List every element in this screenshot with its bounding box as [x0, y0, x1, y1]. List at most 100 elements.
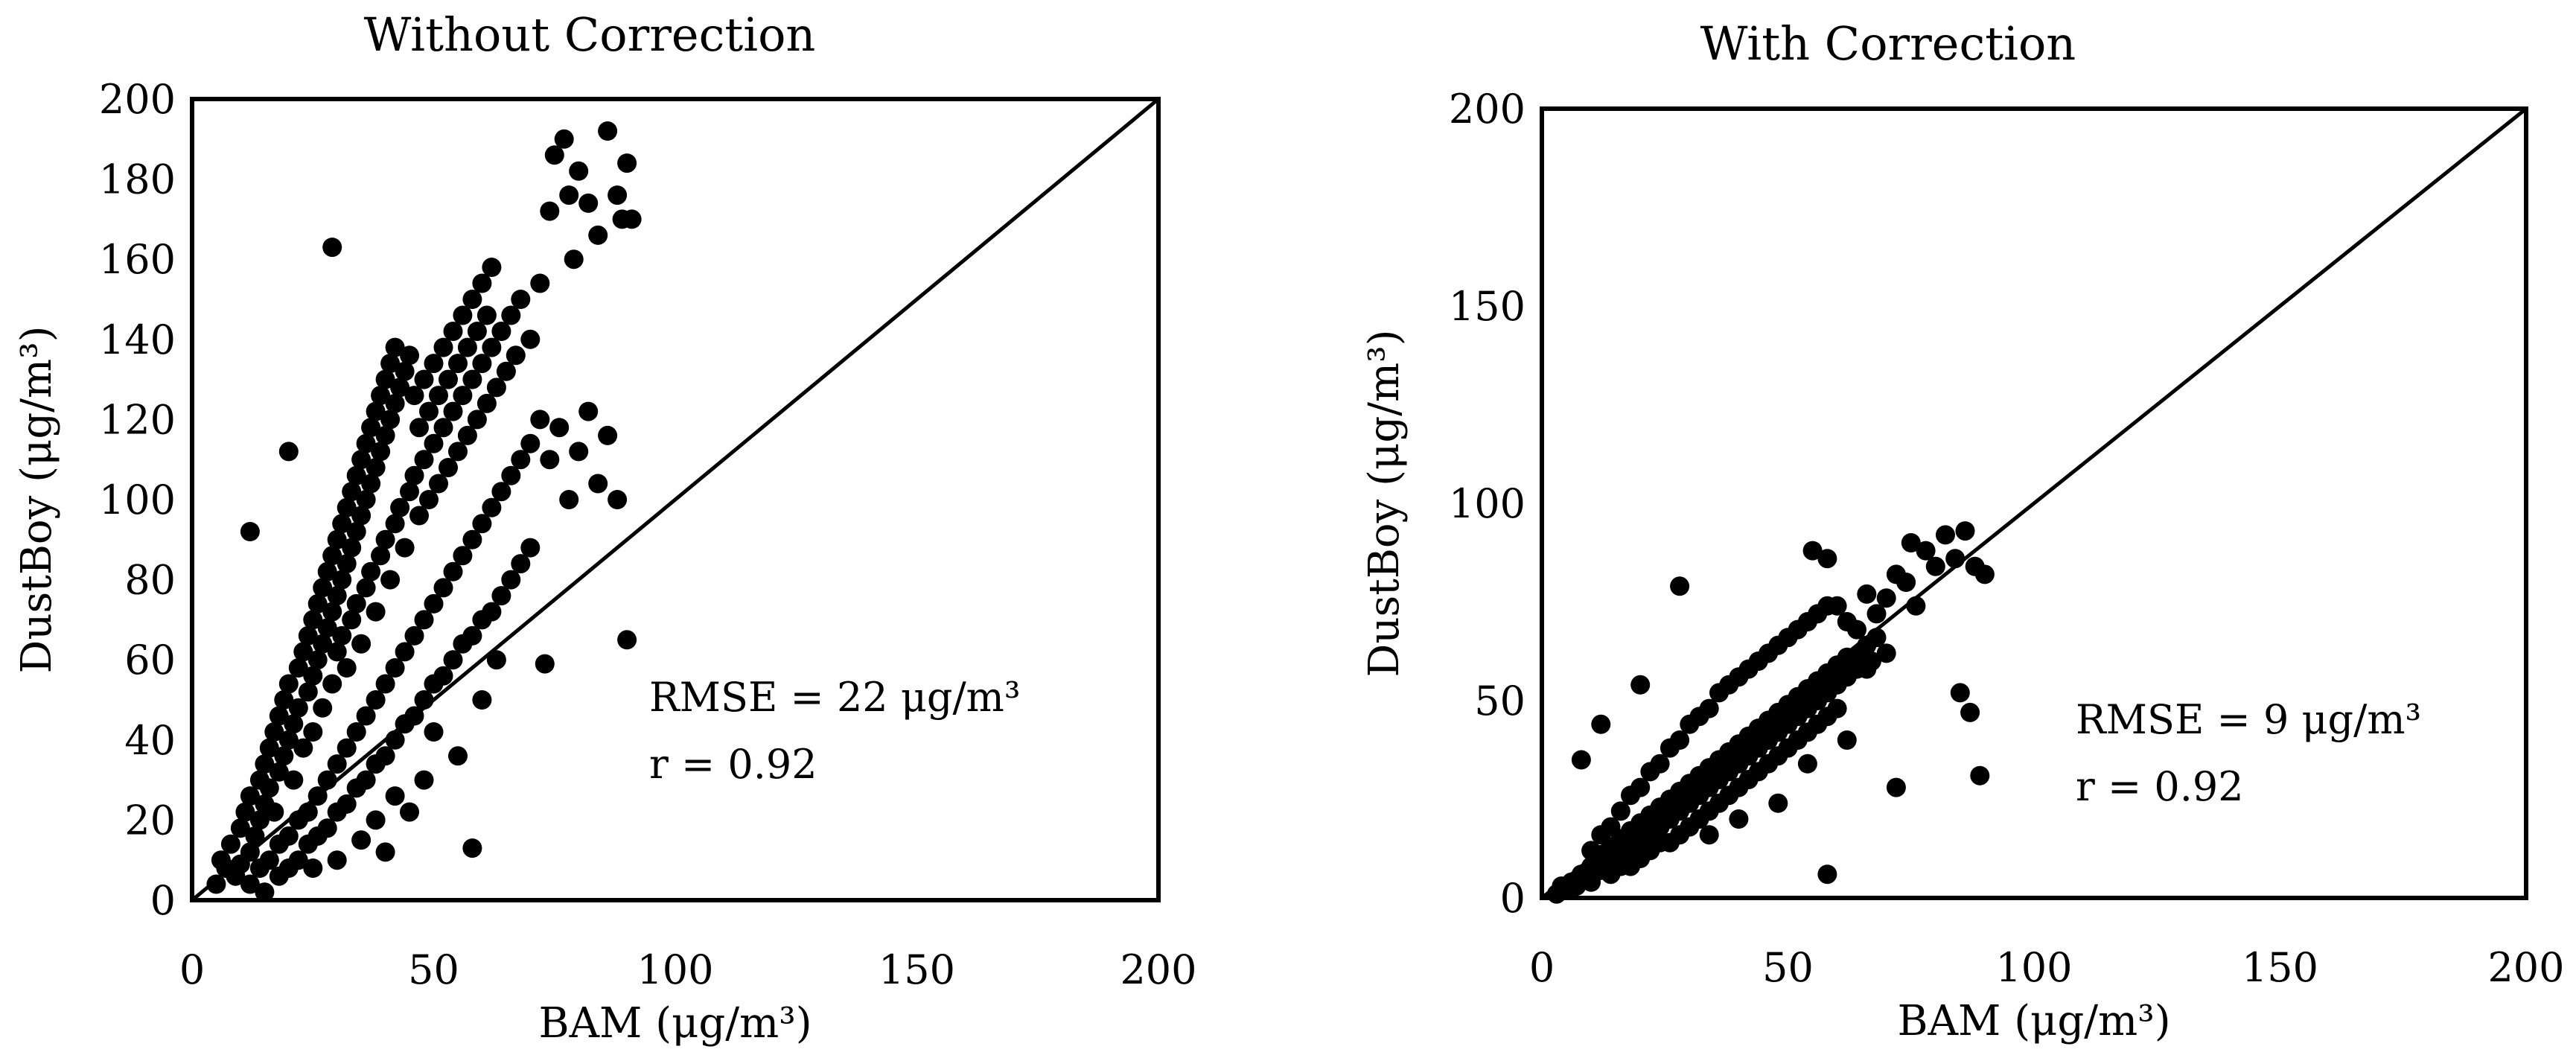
chart-left-data-point	[264, 802, 284, 822]
chart-left-data-point	[414, 369, 434, 389]
chart-left-data-point	[240, 786, 260, 806]
chart-left-data-point	[385, 393, 405, 413]
chart-left-data-point	[278, 730, 299, 750]
chart-left-data-point	[400, 482, 419, 502]
chart-left-data-point	[424, 433, 444, 453]
chart-left-data-point	[520, 433, 541, 453]
chart-right-data-point	[1925, 556, 1945, 576]
chart-left-data-point	[457, 425, 477, 445]
chart-left-data-point	[249, 810, 270, 830]
chart-left-plot-frame	[190, 97, 1161, 902]
chart-left-data-point	[588, 225, 608, 245]
chart-left-data-point	[337, 497, 357, 517]
chart-left-data-point	[298, 625, 318, 646]
chart-right-one-to-one-line	[1540, 107, 2528, 899]
chart-left-data-point	[317, 618, 337, 638]
chart-left-data-point	[327, 642, 347, 662]
chart-left-data-point	[491, 322, 511, 341]
chart-left-data-point	[578, 401, 599, 421]
chart-left-data-point	[346, 722, 366, 742]
chart-left-data-point	[235, 802, 255, 822]
chart-left-data-point	[366, 810, 386, 830]
chart-left-data-point	[443, 561, 463, 582]
chart-left-data-point	[462, 290, 482, 309]
chart-left-data-point	[288, 850, 308, 870]
chart-left-data-point	[549, 418, 570, 438]
chart-left-data-point	[617, 153, 637, 173]
chart-left-data-point	[327, 529, 347, 549]
chart-left-data-point	[366, 401, 386, 421]
chart-left-x-tick-label: 0	[179, 946, 205, 993]
chart-left-data-point	[337, 738, 357, 758]
chart-left-data-point	[371, 546, 391, 566]
chart-left-data-point	[240, 874, 260, 894]
chart-left-data-point	[433, 666, 453, 686]
chart-right-data-point	[1857, 659, 1877, 679]
chart-left-data-point	[482, 258, 502, 277]
chart-left-data-point	[511, 450, 531, 470]
chart-left-data-point	[520, 329, 541, 349]
chart-left-data-point	[448, 442, 468, 462]
chart-right-data-point	[1974, 564, 1995, 584]
chart-left-data-point	[317, 818, 337, 838]
chart-left-data-point	[346, 522, 366, 541]
chart-left-data-point	[569, 161, 589, 181]
chart-left-data-point	[303, 722, 323, 742]
chart-right-data-point	[1670, 730, 1690, 750]
chart-left-data-point	[288, 698, 308, 718]
chart-left-data-point	[385, 658, 405, 678]
chart-right-r-annotation: r = 0.92	[2076, 763, 2244, 810]
chart-left-y-tick-label: 80	[124, 557, 176, 604]
chart-left-data-point	[453, 546, 473, 566]
chart-left-data-point	[395, 642, 415, 662]
chart-right-y-tick-label: 100	[1449, 480, 1525, 527]
chart-left-data-point	[293, 738, 313, 758]
chart-left-data-point	[274, 746, 294, 766]
chart-left-y-tick-label: 200	[99, 76, 176, 123]
chart-left-data-point	[448, 746, 468, 766]
chart-left-data-point	[274, 690, 294, 710]
chart-left-data-point	[351, 830, 372, 850]
chart-right-rmse-annotation: RMSE = 9 μg/m³	[2076, 696, 2421, 743]
chart-right-data-point	[1901, 533, 1921, 552]
chart-left-data-point	[472, 514, 492, 534]
chart-left-data-point	[511, 290, 531, 309]
chart-left-data-point	[255, 754, 275, 774]
chart-left-data-point	[395, 361, 415, 381]
chart-left-data-point	[544, 145, 564, 165]
chart-left-data-point	[356, 578, 376, 598]
chart-left-data-point	[439, 458, 458, 477]
chart-left-data-point	[307, 593, 328, 614]
chart-left-data-point	[501, 570, 521, 590]
chart-left-data-point	[366, 602, 386, 622]
chart-right-data-point	[1876, 643, 1896, 663]
chart-left-y-tick-labels: 0 20 40 60 80 100 120 140 160 180 200	[99, 76, 176, 924]
chart-right-data-point	[1936, 525, 1955, 545]
chart-left-data-point	[313, 578, 333, 598]
chart-right-y-tick-label: 200	[1449, 86, 1525, 133]
chart-left-data-point	[385, 337, 405, 357]
chart-left-y-tick-label: 120	[99, 396, 176, 443]
chart-left-data-point	[385, 514, 405, 534]
chart-left: Without Correction 0 20 40 60 80 100 120 140 160…	[13, 7, 1197, 1048]
chart-right-data-point	[1610, 801, 1630, 821]
chart-left-data-point	[269, 706, 289, 726]
chart-left-data-point	[240, 522, 260, 541]
chart-left-data-point	[409, 418, 429, 438]
chart-left-data-point	[303, 666, 323, 686]
chart-right-data-point	[1571, 750, 1591, 770]
chart-right-x-tick-labels: 0 50 100 150 200	[1529, 944, 2565, 991]
chart-left-data-point	[404, 465, 424, 485]
chart-right-data-point	[1876, 588, 1896, 608]
chart-left-data-point	[443, 322, 463, 341]
chart-right-data-point	[1817, 864, 1837, 885]
chart-left-data-point	[424, 354, 444, 374]
chart-left-data-point	[535, 654, 555, 674]
chart-left-rmse-annotation: RMSE = 22 μg/m³	[649, 674, 1021, 721]
chart-left-data-point	[617, 630, 637, 650]
chart-left-data-point	[361, 418, 381, 438]
chart-right-data-point	[1768, 793, 1788, 813]
chart-left-data-point	[564, 249, 584, 270]
chart-left-data-point	[453, 386, 473, 406]
chart-left-data-point	[322, 238, 342, 258]
